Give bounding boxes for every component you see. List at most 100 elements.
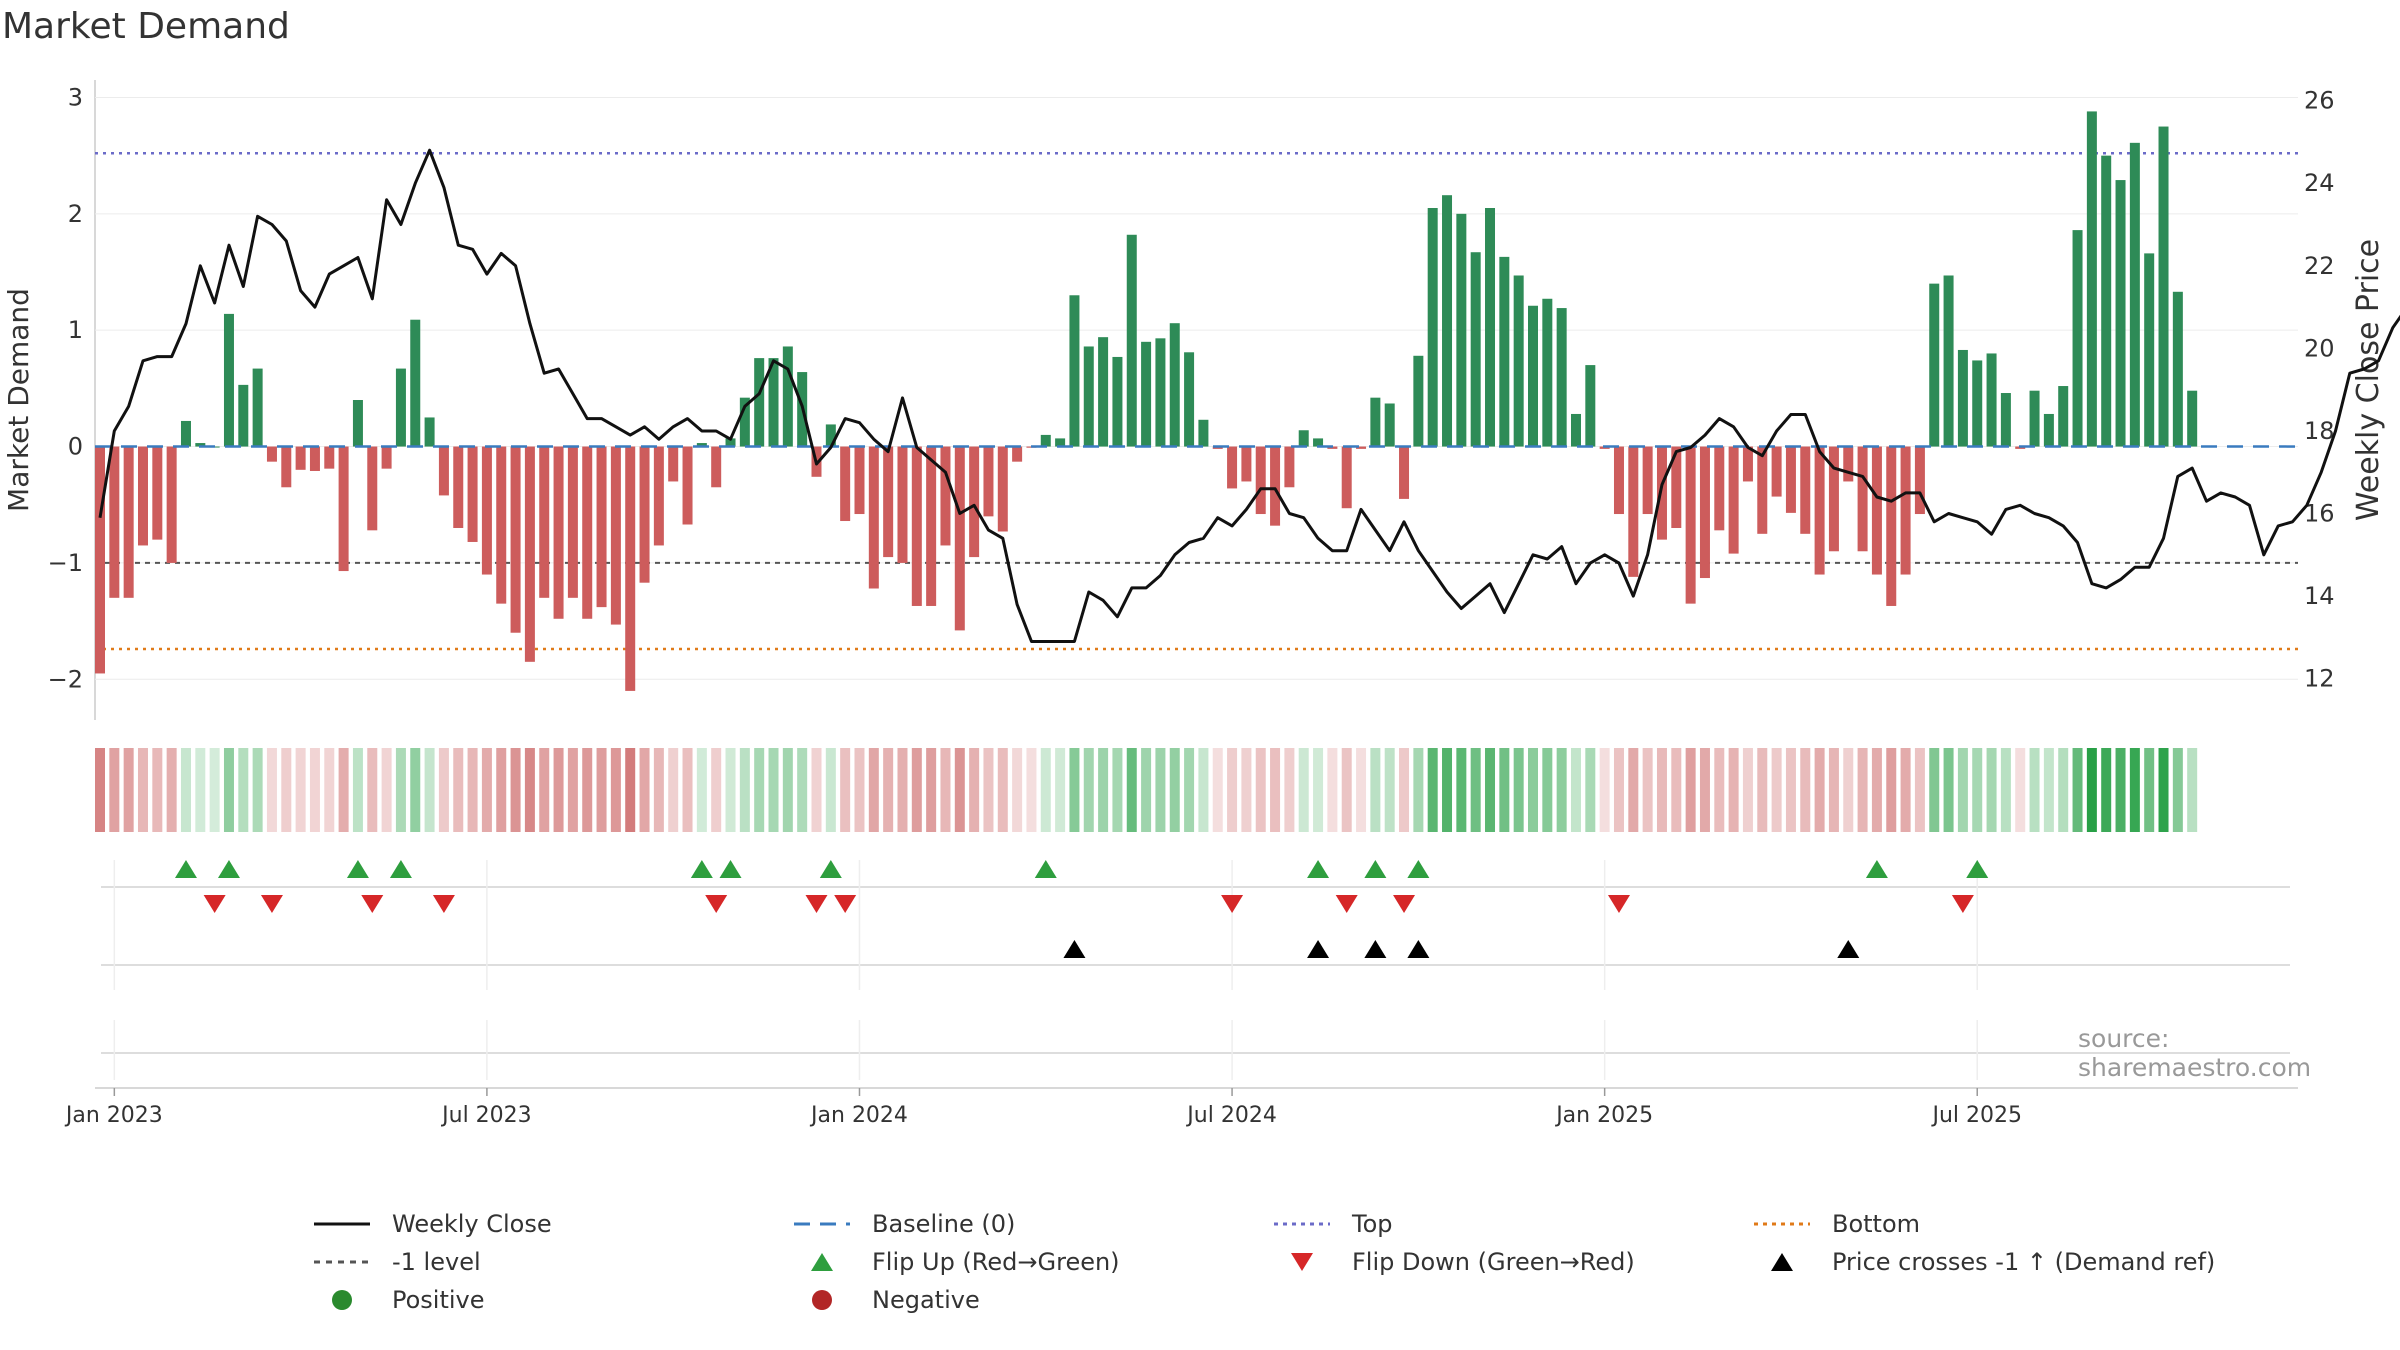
demand-bar [625, 446, 636, 691]
heat-cell [395, 748, 406, 832]
price-cross-marker [1837, 940, 1860, 958]
demand-bar [696, 443, 707, 447]
heat-cell [1499, 748, 1510, 832]
demand-bar [825, 424, 836, 447]
demand-bar [252, 368, 263, 447]
flip-down-marker [361, 895, 384, 913]
legend-marker-negative [812, 1290, 832, 1310]
heat-cell [2144, 748, 2155, 832]
heat-cell [209, 748, 220, 832]
demand-bar [711, 446, 722, 488]
y-left-tick-label: 3 [68, 83, 83, 111]
flip-down-marker [1607, 895, 1630, 913]
heat-cell [696, 748, 707, 832]
price-cross-marker [1364, 940, 1387, 958]
demand-bar [1542, 298, 1553, 447]
demand-bar [840, 446, 851, 522]
demand-bar [1126, 234, 1137, 447]
demand-bar [911, 446, 922, 606]
flip-up-marker [1407, 860, 1430, 878]
demand-bar [352, 400, 363, 447]
legend-item-price-cross: Price crosses -1 ↑ (Demand ref) [1750, 1248, 2215, 1276]
heat-cell [754, 748, 765, 832]
heat-cell [1126, 748, 1137, 832]
heat-cell [152, 748, 163, 832]
demand-bar [1227, 446, 1238, 489]
demand-bar [2000, 393, 2011, 447]
heat-cell [381, 748, 392, 832]
heat-cell [1556, 748, 1567, 832]
demand-bar [553, 446, 564, 619]
x-tick-label: Jan 2024 [809, 1103, 908, 1128]
demand-bar [1384, 403, 1395, 447]
heat-cell [1069, 748, 1080, 832]
y-right-tick-label: 26 [2304, 87, 2335, 115]
demand-bar [1628, 446, 1639, 577]
heat-cell [295, 748, 306, 832]
legend-marker-price-cross [1771, 1253, 1793, 1271]
demand-bar [1141, 341, 1152, 447]
heat-cell [768, 748, 779, 832]
heat-cell [1528, 748, 1538, 832]
demand-bar [1098, 337, 1109, 447]
legend-label-positive: Positive [392, 1286, 485, 1314]
legend-item-flip-up: Flip Up (Red→Green) [790, 1248, 1120, 1276]
legend-label-top: Top [1352, 1210, 1393, 1238]
demand-bar [1728, 446, 1739, 554]
heat-cell [352, 748, 363, 832]
heat-cell [954, 748, 965, 832]
heat-cell [2101, 748, 2112, 832]
demand-bar [195, 443, 206, 447]
flip-up-marker [174, 860, 197, 878]
demand-bar [1972, 360, 1983, 447]
demand-bar [338, 446, 349, 572]
chart-legend: Weekly Close Baseline (0) Top Bottom -1 … [0, 1210, 2400, 1340]
demand-bar [1241, 446, 1252, 482]
heat-cell [2115, 748, 2126, 832]
demand-bar [1399, 446, 1410, 499]
y-left-tick-label: −1 [48, 549, 83, 577]
heat-cell [1771, 748, 1782, 832]
demand-bar [1828, 446, 1839, 552]
heat-cell [1900, 748, 1911, 832]
heat-cell [1485, 748, 1496, 832]
demand-bar [1843, 446, 1854, 482]
demand-bar [725, 438, 736, 447]
y-right-tick-label: 12 [2304, 665, 2335, 693]
demand-bar [997, 446, 1008, 532]
demand-bar [1413, 355, 1424, 447]
heat-cell [854, 748, 865, 832]
heat-cell [1685, 748, 1696, 832]
legend-item-baseline: Baseline (0) [790, 1210, 1015, 1238]
demand-bar [481, 446, 492, 575]
legend-item-positive: Positive [310, 1286, 485, 1314]
heat-cell [1871, 748, 1882, 832]
heat-cell [180, 748, 191, 832]
source-note: source: sharemaestro.com [2078, 1024, 2312, 1082]
demand-bar [668, 446, 679, 482]
demand-bar [1943, 275, 1954, 447]
demand-bar [954, 446, 965, 631]
demand-bar [1313, 438, 1324, 447]
demand-bar [1169, 323, 1180, 447]
demand-bar [596, 446, 607, 608]
demand-bar [926, 446, 937, 606]
demand-bar [410, 319, 421, 447]
heat-cell [682, 748, 693, 832]
demand-bar [1284, 446, 1295, 488]
heat-cell [1169, 748, 1180, 832]
heat-cell [1972, 748, 1983, 832]
demand-bar [266, 446, 277, 462]
heat-cell [137, 748, 148, 832]
demand-bar [438, 446, 449, 496]
heat-cell [840, 748, 851, 832]
demand-bar [381, 446, 392, 469]
y-left-tick-label: 2 [68, 200, 83, 228]
demand-bar [969, 446, 980, 558]
demand-bar [2187, 390, 2198, 447]
heat-cell [424, 748, 435, 832]
y-right-tick-label: 16 [2304, 500, 2335, 528]
flip-down-marker [1951, 895, 1974, 913]
heat-cell [1399, 748, 1410, 832]
demand-bar [2144, 253, 2155, 447]
